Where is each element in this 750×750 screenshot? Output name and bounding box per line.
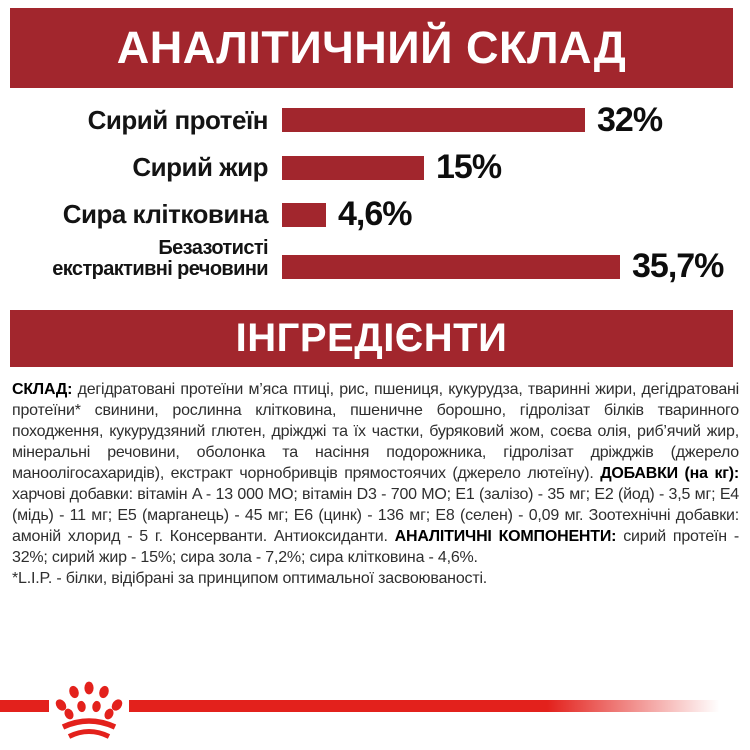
chart-bar [282,155,424,180]
section-header-ingredients: ІНГРЕДІЄНТИ [10,310,733,367]
chart-category-label: Сирий протеїн [87,104,269,135]
chart-value-label: 15% [436,148,502,186]
ingredients-heading-run: АНАЛІТИЧНІ КОМПОНЕНТИ: [394,528,624,545]
ingredients-section: СКЛАД: дегідратовані протеїни м’яса птиц… [12,379,739,589]
ingredients-heading-run: ДОБАВКИ (на кг): [600,465,739,482]
lip-footnote: *L.I.P. - білки, відібрані за принципом … [12,570,488,587]
chart-bar [282,202,326,227]
ingredients-text-run: дегідратовані протеїни м’яса птиці, рис,… [12,381,740,482]
chart-category-label: Безазотисті екстрактивні речовини [52,236,268,280]
footer-rule-left [0,700,49,712]
chart-bar [282,254,620,279]
footer-rule-right [129,700,744,712]
ingredients-paragraph: СКЛАД: дегідратовані протеїни м’яса птиц… [12,379,739,568]
ingredients-text-run: харчові добавки: вітамін A - 13 000 МО; … [12,486,739,545]
section-header-analytical-composition: АНАЛІТИЧНИЙ СКЛАД [10,8,733,88]
section-title-ingredients: ІНГРЕДІЄНТИ [235,316,508,360]
chart-value-label: 4,6% [338,195,412,233]
chart-row: Безазотисті екстрактивні речовини 35,7% [0,236,750,295]
royal-canin-crown-icon [55,681,123,739]
section-title-analytical: АНАЛІТИЧНИЙ СКЛАД [116,22,627,73]
chart-value-label: 35,7% [632,247,724,285]
chart-category-label: Сирий жир [132,152,268,182]
ingredients-text-run: сирий протеїн - 32%; сирий жир - 15%; си… [12,528,739,566]
chart-row: Сира клітковина 4,6% [0,191,750,238]
ingredients-heading-run: СКЛАД: [12,381,78,398]
chart-bar [282,108,585,132]
chart-row: Сирий жир 15% [0,144,750,191]
composition-bar-chart: Сирий протеїн 32% Сирий жир 15% Сира клітков… [0,96,750,295]
chart-value-label: 32% [597,100,663,139]
chart-category-label: Сира клітковина [62,199,269,229]
chart-row: Сирий протеїн 32% [0,96,750,144]
